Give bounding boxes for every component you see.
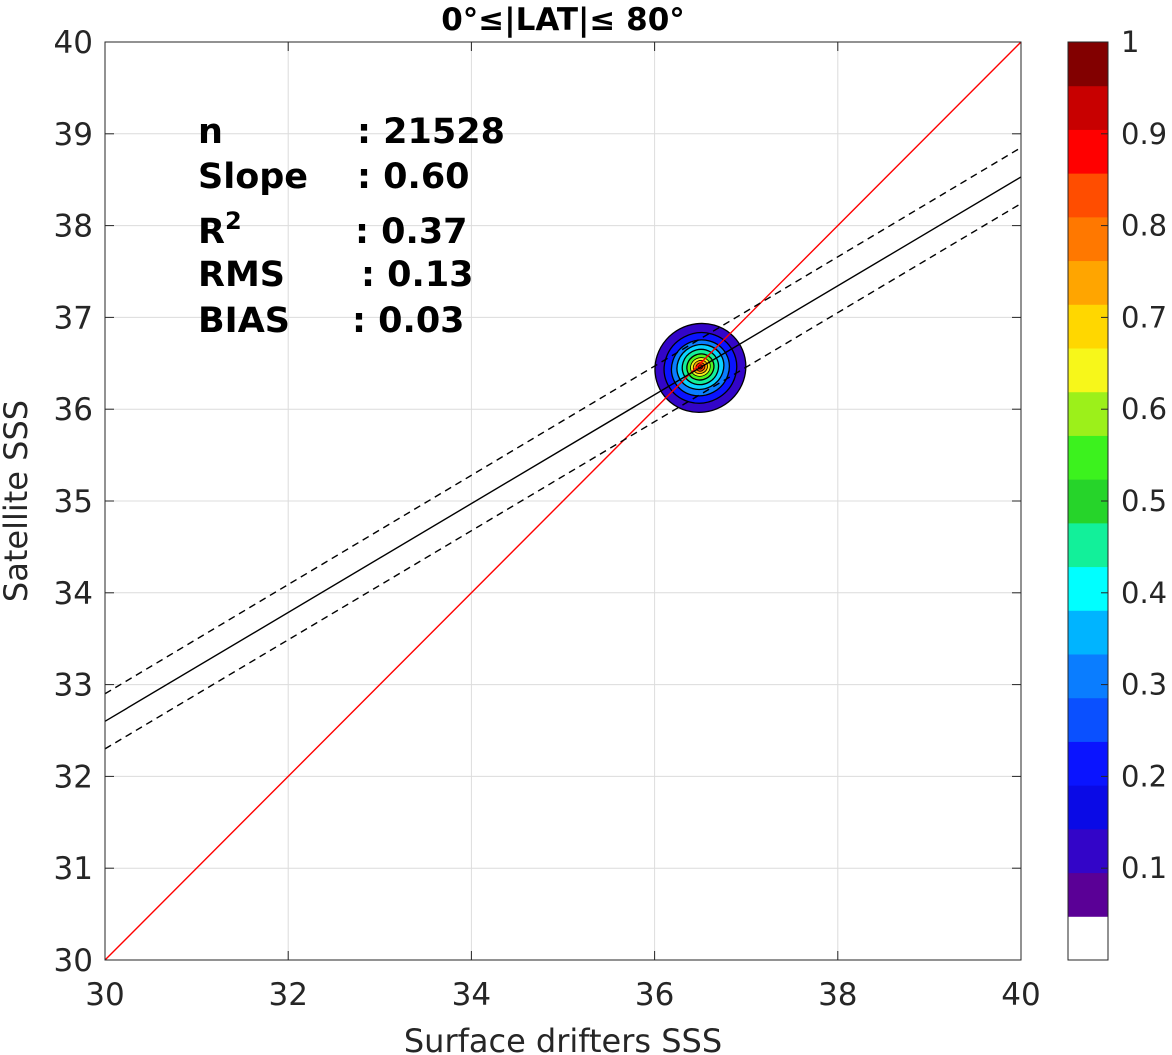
y-tick-label: 30 — [54, 943, 93, 979]
chart-title: 0°≤|LAT|≤ 80° — [441, 2, 685, 38]
colorbar-tick-label: 0.8 — [1121, 209, 1167, 243]
colorbar-tick-label: 0.4 — [1121, 576, 1167, 610]
one-to-one-line — [104, 41, 1022, 961]
y-tick-label: 36 — [54, 392, 93, 428]
x-axis-label: Surface drifters SSS — [404, 1022, 722, 1055]
colorbar-segment — [1068, 42, 1108, 87]
colorbar-tick-label: 0.6 — [1121, 392, 1167, 426]
colorbar: 0.1 0.2 0.3 0.4 0.5 0.6 0.7 0.8 0.9 1 — [1067, 25, 1167, 961]
regression-lower-line — [104, 202, 1022, 750]
x-tick-label: 40 — [1001, 977, 1040, 1013]
colorbar-segment — [1068, 85, 1108, 130]
colorbar-tick-label: 0.1 — [1121, 851, 1167, 885]
stat-value: : 0.37 — [355, 212, 468, 252]
colorbar-segment — [1068, 872, 1108, 917]
x-tick-label: 36 — [635, 977, 674, 1013]
colorbar-segment — [1068, 566, 1108, 611]
y-tick-label: 38 — [54, 209, 93, 245]
colorbar-segment — [1068, 435, 1108, 480]
colorbar-tick-label: 0.3 — [1121, 668, 1167, 702]
colorbar-segment — [1068, 785, 1108, 830]
colorbar-segment — [1068, 348, 1108, 393]
colorbar-segment — [1068, 129, 1108, 174]
y-tick-label: 39 — [54, 117, 93, 153]
x-tick-label: 30 — [85, 977, 124, 1013]
x-tick-label: 34 — [452, 977, 491, 1013]
stat-label-superscript: 2 — [225, 207, 242, 235]
stat-value: : 21528 — [357, 112, 505, 152]
y-tick-label: 40 — [54, 25, 93, 61]
colorbar-segment — [1068, 916, 1108, 961]
reference-lines — [104, 41, 1022, 961]
x-tick-label: 32 — [268, 977, 307, 1013]
stat-value: : 0.13 — [361, 255, 474, 295]
colorbar-tick-label: 0.2 — [1121, 759, 1167, 793]
colorbar-tick-label: 0.7 — [1121, 300, 1167, 334]
y-tick-label: 35 — [54, 484, 93, 520]
x-tick-label: 38 — [818, 977, 857, 1013]
y-tick-label: 31 — [54, 851, 93, 887]
colorbar-tick-label: 1 — [1121, 25, 1139, 59]
regression-upper-line — [104, 146, 1022, 695]
colorbar-segment — [1068, 173, 1108, 218]
colorbar-segment — [1068, 697, 1108, 742]
y-tick-label: 34 — [54, 576, 93, 612]
y-axis-label: Satellite SSS — [0, 400, 35, 602]
colorbar-segment — [1068, 610, 1108, 655]
stat-label: BIAS — [198, 301, 290, 341]
stat-label: Slope — [198, 157, 308, 197]
colorbar-segment — [1068, 654, 1108, 699]
colorbar-segment — [1068, 216, 1108, 262]
y-tick-label: 32 — [54, 759, 93, 795]
y-tick-label: 33 — [54, 668, 93, 704]
stat-value: : 0.03 — [352, 301, 465, 341]
stat-label: RMS — [198, 255, 285, 295]
stat-value: : 0.60 — [357, 157, 470, 197]
axis-ticks: 30 32 34 36 38 40 30 31 32 33 34 35 36 37 38 39 40 — [54, 25, 1041, 1013]
colorbar-tick-label: 0.9 — [1121, 117, 1167, 151]
y-tick-label: 37 — [54, 300, 93, 336]
colorbar-segment — [1068, 522, 1108, 568]
colorbar-segment — [1068, 828, 1108, 874]
colorbar-tick-label: 0.5 — [1121, 484, 1167, 518]
colorbar-segment — [1068, 741, 1108, 786]
colorbar-segment — [1068, 260, 1108, 305]
colorbar-segment — [1068, 304, 1108, 349]
regression-line — [104, 176, 1022, 722]
colorbar-segment — [1068, 391, 1108, 436]
stat-label: n — [198, 112, 223, 152]
